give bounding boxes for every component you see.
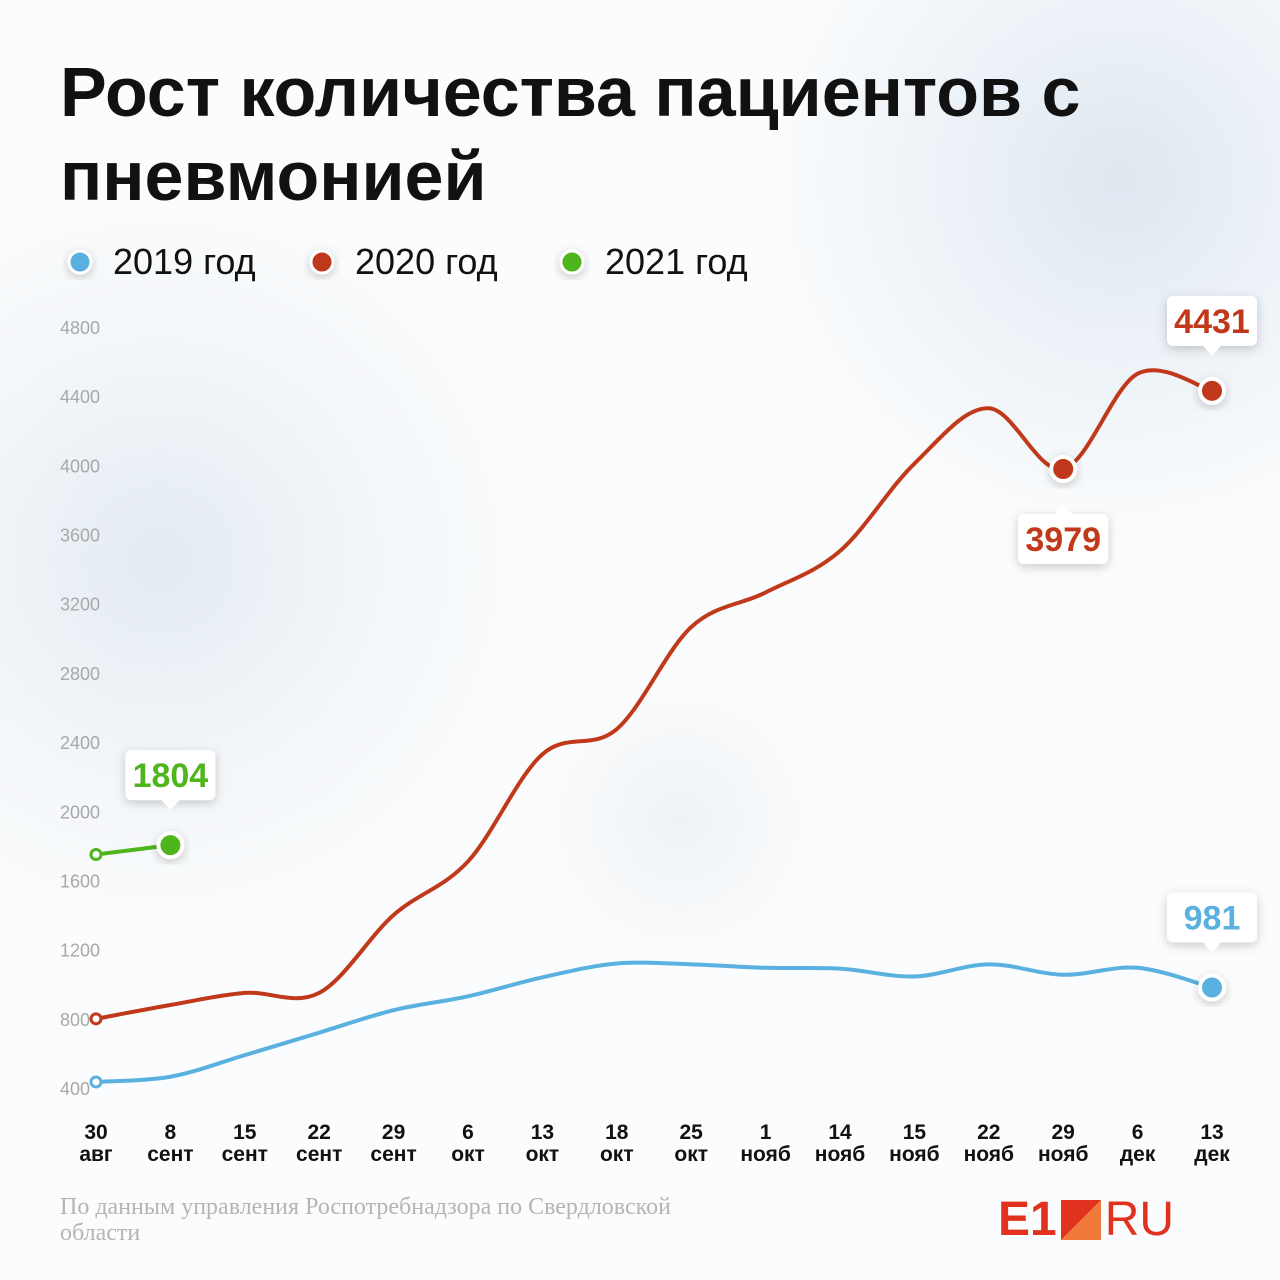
y-tick-label: 4000 bbox=[60, 456, 100, 476]
callout-pointer bbox=[1203, 345, 1221, 356]
legend-marker bbox=[67, 249, 93, 275]
y-tick-label: 1200 bbox=[60, 941, 100, 961]
x-tick-label: 15 нояб bbox=[889, 1121, 940, 1166]
series-line bbox=[94, 960, 1214, 1084]
y-tick-label: 800 bbox=[60, 1010, 90, 1030]
x-tick-label: 22 сент bbox=[296, 1121, 343, 1166]
value-label: 4431 bbox=[1174, 303, 1250, 341]
callout: 4431 bbox=[1167, 295, 1257, 356]
y-tick-label: 4400 bbox=[60, 387, 100, 407]
legend-marker bbox=[309, 249, 335, 275]
x-tick-label: 25 окт bbox=[674, 1121, 708, 1166]
callout-box bbox=[1018, 513, 1109, 564]
y-tick-label: 1600 bbox=[60, 871, 100, 891]
x-tick-label: 6 дек bbox=[1119, 1121, 1156, 1166]
callout: 1804 bbox=[125, 750, 216, 811]
y-tick-label: 2800 bbox=[60, 664, 100, 684]
y-tick-label: 3600 bbox=[60, 526, 100, 546]
x-tick-label: 22 нояб bbox=[963, 1121, 1015, 1166]
point bbox=[1198, 376, 1226, 405]
value-label: 3979 bbox=[1025, 521, 1101, 559]
logo-right: RU bbox=[1104, 1193, 1175, 1246]
x-tick-label: 29 сент bbox=[370, 1121, 417, 1166]
point bbox=[156, 831, 185, 860]
value-label: 981 bbox=[1184, 900, 1241, 938]
logo: E1 RU bbox=[998, 1192, 1174, 1247]
x-tick-label: 8 сент bbox=[147, 1121, 194, 1166]
start-point bbox=[89, 1012, 103, 1026]
x-tick-label: 13 дек bbox=[1194, 1121, 1230, 1166]
y-tick-label: 400 bbox=[60, 1079, 90, 1099]
legend-marker bbox=[559, 249, 585, 275]
logo-left: E1 bbox=[998, 1193, 1057, 1246]
x-tick-label: 29 нояб bbox=[1037, 1121, 1089, 1166]
chart-title: Рост количества пациентов с пневмонией bbox=[60, 53, 1081, 215]
callout-box bbox=[1167, 892, 1257, 943]
callout-pointer bbox=[1203, 942, 1221, 953]
y-tick-label: 2000 bbox=[60, 802, 100, 822]
y-tick-label: 3200 bbox=[60, 595, 100, 615]
legend-label: 2021 год bbox=[605, 241, 748, 282]
callout-pointer bbox=[161, 800, 180, 811]
callout-box bbox=[125, 750, 216, 801]
x-tick-label: 6 окт bbox=[451, 1121, 485, 1166]
x-tick-label: 30 авг bbox=[79, 1121, 113, 1166]
x-tick-label: 1 нояб bbox=[740, 1121, 791, 1166]
x-tick-label: 13 окт bbox=[525, 1121, 560, 1166]
point bbox=[1198, 973, 1226, 1002]
x-tick-label: 15 сент bbox=[221, 1121, 268, 1166]
start-point bbox=[89, 1075, 103, 1089]
legend-label: 2020 год bbox=[355, 241, 498, 282]
series-line bbox=[94, 368, 1214, 1021]
start-point bbox=[89, 848, 103, 862]
callout: 3979 bbox=[1018, 503, 1109, 564]
point bbox=[1049, 454, 1078, 483]
callout-box bbox=[1167, 295, 1257, 346]
value-label: 1804 bbox=[133, 757, 209, 795]
callout-pointer bbox=[1054, 503, 1073, 514]
x-tick-label: 14 нояб bbox=[814, 1121, 866, 1166]
x-tick-label: 18 окт bbox=[599, 1121, 634, 1166]
y-tick-label: 2400 bbox=[60, 733, 100, 753]
source-note: По данным управления Роспотребнадзора по… bbox=[60, 1194, 671, 1246]
legend-label: 2019 год bbox=[113, 241, 256, 282]
callout: 981 bbox=[1167, 892, 1257, 953]
y-tick-label: 4800 bbox=[60, 318, 100, 338]
logo-square bbox=[1060, 1199, 1101, 1240]
